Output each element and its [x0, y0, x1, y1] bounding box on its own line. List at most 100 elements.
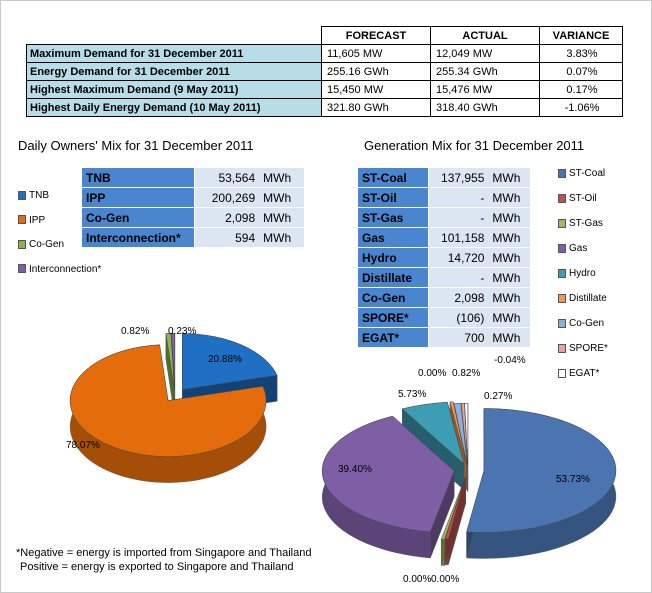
gen-value: 137,955 [428, 168, 489, 188]
owner-name: Interconnection* [82, 227, 195, 248]
owner-unit: MWh [259, 227, 304, 248]
gen-unit: MWh [488, 187, 530, 208]
gen-name: Gas [358, 227, 429, 248]
gen-value: (106) [428, 307, 489, 328]
row-actual: 12,049 MW [430, 44, 540, 63]
gen-legend-item: EGAT* [558, 368, 599, 379]
gen-name: Co-Gen [358, 287, 429, 308]
legend-label: Co-Gen [29, 239, 65, 250]
gen-legend-item: ST-Gas [558, 218, 603, 229]
data-label: 0.00% [418, 368, 446, 379]
owner-name: IPP [82, 187, 195, 208]
table-row: TNB 53,564 MWh [82, 168, 304, 188]
data-label: -0.04% [494, 355, 526, 366]
owners-legend-item: TNB [18, 190, 49, 201]
row-variance: -1.06% [539, 98, 623, 117]
owner-unit: MWh [259, 168, 304, 188]
owner-name: Co-Gen [82, 207, 195, 228]
table-row: Co-Gen 2,098 MWh [358, 287, 530, 308]
legend-swatch [558, 243, 566, 253]
data-label: 39.40% [338, 464, 372, 475]
legend-swatch [558, 218, 566, 228]
pie-slice-st-coal [466, 408, 617, 533]
gen-legend-item: ST-Oil [558, 193, 597, 204]
gen-unit: MWh [488, 168, 530, 188]
gen-unit: MWh [488, 227, 530, 248]
gen-name: ST-Gas [358, 207, 429, 228]
table-row: IPP 200,269 MWh [82, 187, 304, 208]
table-row: ST-Oil - MWh [358, 187, 530, 208]
pie-slice-ipp [69, 344, 267, 457]
gen-value: 700 [428, 327, 489, 348]
gen-unit: MWh [488, 327, 530, 348]
footnote-line-2: Positive = energy is exported to Singapo… [20, 561, 294, 573]
gen-legend-item: ST-Coal [558, 168, 605, 179]
row-actual: 15,476 MW [430, 80, 540, 99]
gen-legend-item: Gas [558, 243, 587, 254]
gen-unit: MWh [488, 267, 530, 288]
data-label: 0.23% [168, 326, 196, 337]
legend-swatch [558, 368, 566, 378]
gen-value: 101,158 [428, 227, 489, 248]
gen-unit: MWh [488, 207, 530, 228]
legend-swatch [558, 268, 566, 278]
legend-swatch [558, 168, 566, 178]
gen-name: ST-Oil [358, 187, 429, 208]
owners-mix-pie: 20.88% 78.07% 0.82% 0.23% [66, 326, 278, 483]
table-row: Highest Daily Energy Demand (10 May 2011… [26, 98, 623, 117]
pie-slice-egat- [464, 403, 469, 466]
data-label: 20.88% [208, 354, 242, 365]
row-forecast: 15,450 MW [321, 80, 431, 99]
pie-slice-gas [321, 415, 455, 533]
data-label: 5.73% [398, 389, 426, 400]
pie-slice-distillate [449, 401, 467, 464]
row-forecast: 11,605 MW [321, 44, 431, 63]
footnote-line-1: *Negative = energy is imported from Sing… [16, 547, 312, 559]
legend-label: Gas [569, 243, 588, 254]
legend-swatch [18, 264, 26, 274]
generation-mix-title: Generation Mix for 31 December 2011 [364, 138, 585, 153]
data-label: 0.82% [121, 326, 149, 337]
legend-swatch [558, 293, 566, 303]
pie-slice-co-gen [453, 403, 468, 466]
table-row: EGAT* 700 MWh [358, 327, 530, 348]
gen-name: Hydro [358, 247, 429, 268]
row-variance: 0.07% [539, 62, 623, 81]
row-label: Highest Maximum Demand (9 May 2011) [26, 80, 322, 99]
gen-legend-item: Co-Gen [558, 318, 604, 329]
legend-label: ST-Coal [569, 168, 606, 179]
gen-value: 2,098 [428, 287, 489, 308]
row-variance: 3.83% [539, 44, 623, 63]
legend-swatch [558, 343, 566, 353]
legend-swatch [18, 239, 26, 249]
row-forecast: 255.16 GWh [321, 62, 431, 81]
gen-name: SPORE* [358, 307, 429, 328]
owner-value: 2,098 [194, 207, 260, 228]
legend-label: Distillate [569, 293, 607, 304]
data-label: 0.27% [484, 391, 512, 402]
legend-label: Interconnection* [29, 263, 102, 275]
pie-slice-hydro [401, 401, 465, 465]
table-row: Hydro 14,720 MWh [358, 247, 530, 268]
table-row: ST-Coal 137,955 MWh [358, 168, 530, 188]
gen-value: - [428, 267, 489, 288]
data-label: 0.00% [403, 574, 431, 585]
row-forecast: 321.80 GWh [321, 98, 431, 117]
legend-label: EGAT* [569, 368, 600, 379]
owner-name: TNB [82, 168, 195, 188]
gen-value: - [428, 207, 489, 228]
gen-legend-item: SPORE* [558, 343, 608, 354]
legend-label: IPP [29, 214, 46, 226]
table-row: SPORE* (106) MWh [358, 307, 530, 328]
owners-legend-item: Co-Gen [18, 239, 64, 250]
owners-legend-item: Interconnection* [18, 264, 101, 275]
table-row: Gas 101,158 MWh [358, 227, 530, 248]
table-row: Interconnection* 594 MWh [82, 227, 304, 248]
legend-label: ST-Gas [569, 218, 603, 229]
gen-name: ST-Coal [358, 168, 429, 188]
table-row: Energy Demand for 31 December 2011 255.1… [26, 62, 623, 81]
table-row: Co-Gen 2,098 MWh [82, 207, 304, 228]
owner-value: 53,564 [194, 168, 260, 188]
header-forecast: FORECAST [321, 26, 431, 45]
